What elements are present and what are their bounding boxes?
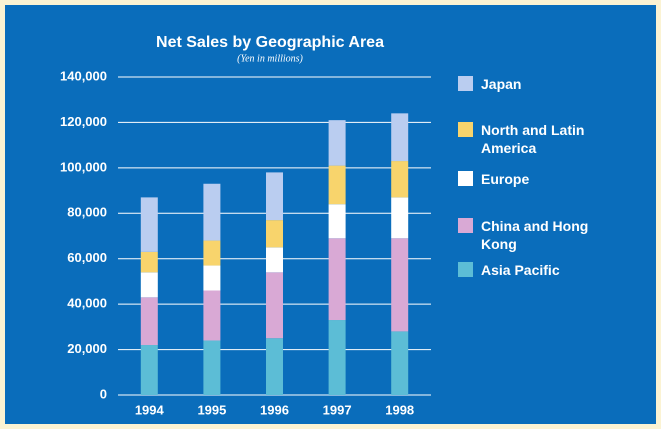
y-tick-label: 80,000: [67, 205, 107, 220]
x-tick-label: 1994: [135, 402, 165, 417]
legend-swatch: [458, 122, 473, 137]
bar-segment: [266, 247, 283, 273]
legend-swatch: [458, 218, 473, 233]
bar-segment: [266, 220, 283, 248]
bar-segment: [140, 272, 158, 298]
bar-segment: [328, 165, 346, 205]
legend-label: Japan: [481, 76, 522, 92]
bar-segment: [328, 238, 346, 321]
bar-segment: [266, 172, 283, 221]
bar-segment: [391, 331, 409, 395]
y-tick-label: 20,000: [67, 341, 107, 356]
legend-swatch: [458, 171, 473, 186]
bar-segment: [140, 197, 158, 252]
legend-swatch: [458, 76, 473, 91]
legend-label: Asia Pacific: [481, 262, 560, 278]
y-tick-label: 0: [100, 386, 107, 401]
chart-subtitle: (Yen in millions): [237, 53, 303, 64]
bar-segment: [391, 161, 409, 198]
bar-segment: [328, 320, 346, 395]
x-tick-label: 1998: [385, 402, 414, 417]
legend-label: North and Latin America: [481, 122, 585, 156]
legend-label: China and Hong Kong: [481, 218, 589, 252]
bar-segment: [203, 240, 221, 266]
bar-segment: [266, 338, 283, 395]
legend-label: Europe: [481, 171, 530, 187]
bar-segment: [203, 183, 221, 241]
x-tick-label: 1995: [197, 402, 226, 417]
bar-segment: [391, 113, 409, 162]
x-tick-label: 1997: [323, 402, 352, 417]
bar-segment: [140, 345, 158, 395]
x-tick-label: 1996: [260, 402, 289, 417]
bar-segment: [328, 204, 346, 239]
y-tick-label: 40,000: [67, 296, 107, 311]
legend-swatch: [458, 262, 473, 277]
bar-segment: [203, 340, 221, 395]
chart-title: Net Sales by Geographic Area: [156, 34, 384, 51]
bar-segment: [391, 238, 409, 332]
y-tick-label: 140,000: [60, 68, 107, 83]
y-tick-label: 120,000: [60, 114, 107, 129]
bar-segment: [203, 290, 221, 341]
bar-segment: [140, 297, 158, 346]
y-tick-label: 60,000: [67, 250, 107, 265]
bar-segment: [266, 272, 283, 339]
bar-segment: [328, 120, 346, 166]
bar-segment: [140, 251, 158, 273]
bar-segment: [203, 265, 221, 291]
bar-segment: [391, 197, 409, 239]
y-tick-label: 100,000: [60, 159, 107, 174]
